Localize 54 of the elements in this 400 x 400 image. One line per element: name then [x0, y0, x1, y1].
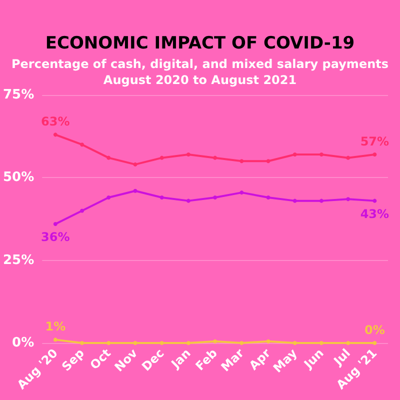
point	[133, 341, 138, 345]
point	[346, 156, 350, 160]
x-tick-label: Jul	[330, 346, 354, 369]
point	[106, 156, 111, 160]
data-label: 63%	[41, 114, 70, 129]
point	[160, 156, 164, 160]
point	[240, 341, 244, 345]
point	[106, 341, 111, 345]
point	[160, 341, 164, 345]
chart-title: ECONOMIC IMPACT OF COVID-19	[45, 34, 355, 54]
point	[266, 339, 270, 344]
data-label: 43%	[360, 206, 390, 221]
point	[292, 152, 297, 157]
x-tick-label: Feb	[192, 346, 220, 374]
point	[186, 198, 190, 203]
point	[133, 162, 138, 166]
point	[292, 198, 297, 203]
chart-subtitle: Percentage of cash, digital, and mixed salary payments August 2020 to August 2021	[12, 57, 388, 87]
y-tick-label: 25%	[2, 252, 34, 268]
data-label: 57%	[360, 134, 390, 149]
data-label: 36%	[41, 230, 70, 244]
y-tick-label: 50%	[2, 170, 34, 186]
point	[186, 341, 190, 345]
point	[53, 222, 58, 226]
y-tick-label: 0%	[12, 336, 34, 350]
point	[186, 152, 190, 157]
point	[106, 196, 111, 200]
point	[319, 341, 324, 345]
point	[53, 132, 58, 137]
point	[53, 338, 58, 342]
data-label: 1%	[45, 320, 66, 334]
point	[319, 152, 324, 157]
x-tick-label: Oct	[87, 346, 114, 372]
point	[240, 159, 244, 164]
point	[213, 339, 218, 344]
point	[80, 341, 84, 345]
point	[319, 198, 324, 203]
point	[372, 152, 377, 157]
point	[80, 142, 84, 147]
data-label: 0%	[364, 323, 385, 337]
point	[133, 188, 138, 193]
point	[372, 198, 377, 203]
point	[266, 196, 270, 200]
point	[372, 341, 377, 345]
point	[346, 341, 350, 345]
point	[240, 190, 244, 195]
point	[80, 208, 84, 213]
point	[213, 156, 218, 160]
y-tick-label: 75%	[2, 88, 34, 102]
point	[292, 341, 297, 345]
point	[213, 196, 218, 200]
point	[346, 197, 350, 202]
point	[266, 159, 270, 164]
point	[160, 196, 164, 200]
